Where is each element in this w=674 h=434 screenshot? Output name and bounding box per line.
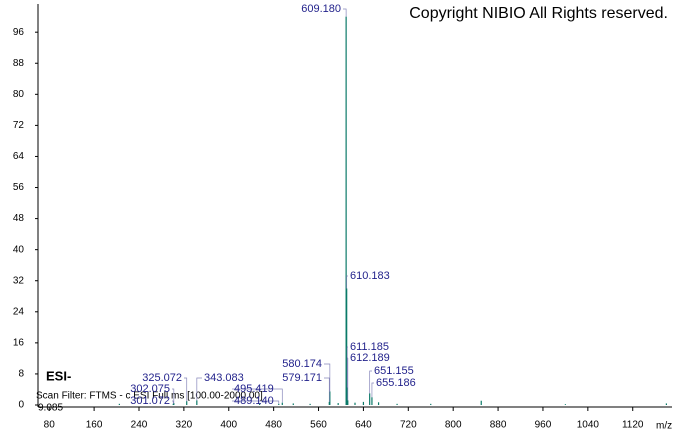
- y-tick-label: 88: [13, 58, 25, 69]
- x-tick-label: 800: [445, 420, 462, 431]
- y-tick-label: 56: [13, 182, 25, 193]
- x-tick-label: 160: [86, 420, 103, 431]
- peak-label: 655.186: [376, 377, 416, 389]
- leader-line: [232, 388, 283, 403]
- leader-line: [343, 8, 347, 17]
- x-tick-label: 960: [535, 420, 552, 431]
- x-tick-label: 560: [310, 420, 327, 431]
- leader-line: [371, 382, 374, 398]
- y-tick-label: 64: [13, 151, 25, 162]
- peak-label: 612.189: [350, 352, 390, 364]
- peak-label: 325.072: [142, 372, 182, 384]
- leader-line: [324, 363, 331, 392]
- y-tick-label: 80: [13, 89, 25, 100]
- y-tick-label: 96: [13, 27, 25, 38]
- leader-line: [346, 275, 348, 289]
- x-tick-label: 720: [400, 420, 417, 431]
- scan-filter: Scan Filter: FTMS - c ESI Full ms [100.0…: [36, 391, 263, 402]
- y-tick-label: 0: [18, 400, 24, 411]
- peak-label: 579.171: [282, 372, 322, 384]
- x-tick-label: 80: [44, 420, 56, 431]
- x-tick-label: 400: [220, 420, 237, 431]
- x-tick-label: 1040: [577, 420, 600, 431]
- peak-label: 343.083: [204, 372, 244, 384]
- leader-line: [232, 400, 280, 404]
- peak-label: 489.140: [234, 395, 274, 407]
- copyright: Copyright NIBIO All Rights reserved.: [409, 5, 668, 22]
- leader-line: [184, 377, 188, 402]
- leader-line: [324, 377, 330, 402]
- peak-label: 495.419: [234, 383, 274, 395]
- x-tick-label: 640: [355, 420, 372, 431]
- x-tick-label: 320: [176, 420, 193, 431]
- peak-label: 301.072: [130, 395, 170, 407]
- peak-label: 610.183: [350, 270, 390, 282]
- peak-label: 302.075: [130, 383, 170, 395]
- y-tick-label: 16: [13, 338, 25, 349]
- leader-line: [172, 400, 174, 404]
- ionization: ESI-: [46, 368, 71, 383]
- leader-line: [196, 377, 202, 401]
- leader-line: [172, 388, 175, 404]
- y-tick-label: 40: [13, 244, 25, 255]
- x-tick-label: 880: [490, 420, 507, 431]
- peak-label: 611.185: [350, 341, 389, 353]
- peak-label: 609.180: [301, 3, 341, 15]
- y-tick-label: 32: [13, 275, 25, 286]
- y-tick-label: 8: [18, 369, 24, 380]
- y-tick-label: 48: [13, 213, 25, 224]
- y-tick-label: 24: [13, 306, 25, 317]
- y-tick-label: 72: [13, 120, 25, 131]
- leader-line: [369, 370, 372, 394]
- x-tick-label: 240: [131, 420, 148, 431]
- retention-time: 9.085: [38, 403, 63, 414]
- x-axis-label: m/z: [656, 421, 672, 432]
- x-tick-label: 1120: [622, 420, 644, 431]
- peak-label: 651.155: [374, 365, 414, 377]
- leader-line: [346, 346, 348, 388]
- peak-label: 580.174: [282, 358, 322, 370]
- x-tick-label: 480: [265, 420, 282, 431]
